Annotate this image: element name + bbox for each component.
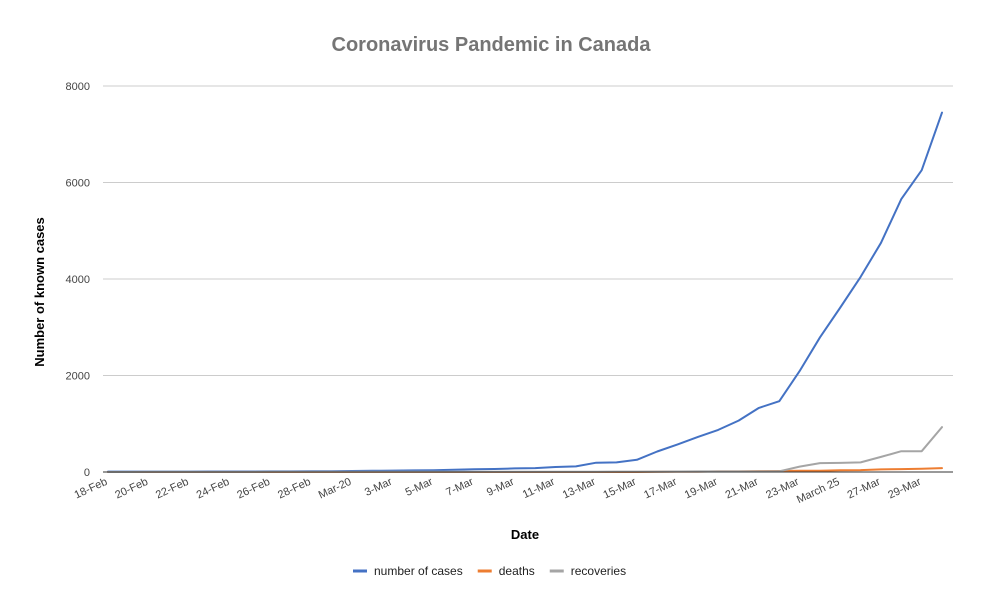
x-tick-label: 29-Mar (886, 476, 923, 502)
legend-item: number of cases (353, 564, 463, 578)
x-tick-label: 15-Mar (601, 476, 638, 502)
y-tick-label: 8000 (66, 81, 90, 93)
x-tick-label: 13-Mar (561, 476, 598, 502)
x-tick-label: Mar-20 (317, 476, 354, 502)
y-tick-label: 4000 (66, 274, 90, 286)
x-tick-label: 26-Feb (235, 476, 272, 502)
y-tick-label: 6000 (66, 178, 90, 190)
x-axis-label: Date (511, 527, 539, 542)
x-tick-label: 3-Mar (363, 476, 394, 499)
x-tick-label: 21-Mar (724, 476, 761, 502)
y-tick-label: 0 (84, 467, 90, 479)
chart-title: Coronavirus Pandemic in Canada (332, 34, 652, 56)
x-tick-label: 5-Mar (404, 476, 435, 499)
x-axis-ticks: 18-Feb 20-Feb 22-Feb 24-Feb 26-Feb 28-Feb Mar-… (73, 476, 924, 506)
x-tick-label: 19-Mar (683, 476, 720, 502)
legend-item: recoveries (549, 564, 626, 578)
x-tick-label: 7-Mar (444, 476, 475, 499)
y-axis-label: Number of known cases (32, 217, 47, 367)
y-axis-ticks: 0 2000 4000 6000 8000 (66, 81, 90, 479)
x-tick-label: 22-Feb (154, 476, 191, 502)
x-tick-label: 28-Feb (276, 476, 313, 502)
x-tick-label: 24-Feb (195, 476, 232, 502)
legend-item: deaths (477, 564, 535, 578)
x-tick-label: 17-Mar (642, 476, 679, 502)
y-tick-label: 2000 (66, 371, 90, 383)
gridlines (103, 85, 953, 376)
series-line-number-of-cases (107, 111, 943, 473)
x-tick-label: March 25 (795, 476, 842, 506)
x-tick-label: 27-Mar (846, 476, 883, 502)
x-tick-label: 20-Feb (113, 476, 150, 502)
legend: number of cases deaths recoveries (353, 564, 626, 578)
legend-label: number of cases (374, 564, 463, 578)
x-tick-label: 18-Feb (73, 476, 110, 502)
legend-label: recoveries (571, 564, 626, 578)
x-tick-label: 9-Mar (485, 476, 516, 499)
series-line-recoveries (107, 426, 943, 473)
series-lines (107, 111, 943, 473)
x-tick-label: 11-Mar (521, 476, 557, 501)
legend-label: deaths (499, 564, 535, 578)
